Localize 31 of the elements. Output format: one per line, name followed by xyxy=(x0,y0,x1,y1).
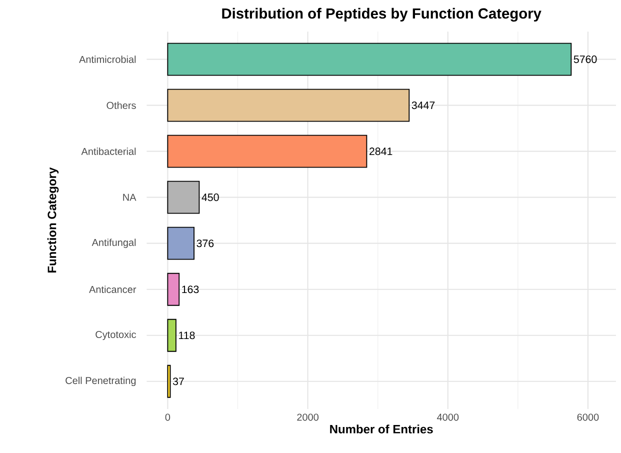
y-tick-label: Anticancer xyxy=(89,286,136,294)
data-label: 163 xyxy=(182,286,199,294)
y-tick-label: Antimicrobial xyxy=(79,56,136,63)
bar xyxy=(167,364,171,398)
y-tick-label: NA xyxy=(123,194,136,201)
bar xyxy=(167,134,368,168)
chart-title: Distribution of Peptides by Function Category xyxy=(222,8,542,22)
bar xyxy=(167,318,176,352)
data-label: 118 xyxy=(179,332,195,340)
x-tick-label: 0 xyxy=(165,414,170,421)
bar xyxy=(167,226,194,260)
data-label: 3447 xyxy=(412,102,435,110)
x-axis-title: Number of Entries xyxy=(330,424,433,434)
bar xyxy=(167,88,410,122)
bar xyxy=(167,42,572,76)
data-label: 37 xyxy=(172,378,184,386)
y-tick-label: Others xyxy=(106,102,136,109)
y-tick-label: Antifungal xyxy=(92,238,136,248)
data-label: 450 xyxy=(202,194,219,202)
y-tick-label: Cytotoxic xyxy=(96,330,136,340)
bar xyxy=(167,272,180,306)
x-tick-label: 4000 xyxy=(436,414,459,421)
data-label: 376 xyxy=(196,240,214,248)
x-tick-label: 2000 xyxy=(297,414,319,421)
y-tick-label: Antibacterial xyxy=(81,148,136,155)
x-tick-label: 6000 xyxy=(577,414,599,421)
bar xyxy=(167,180,200,214)
data-label: 2841 xyxy=(370,148,392,156)
y-axis-title: Function Category xyxy=(47,167,59,273)
y-tick-label: Cell Penetrating xyxy=(66,376,136,386)
data-label: 5760 xyxy=(574,56,597,64)
